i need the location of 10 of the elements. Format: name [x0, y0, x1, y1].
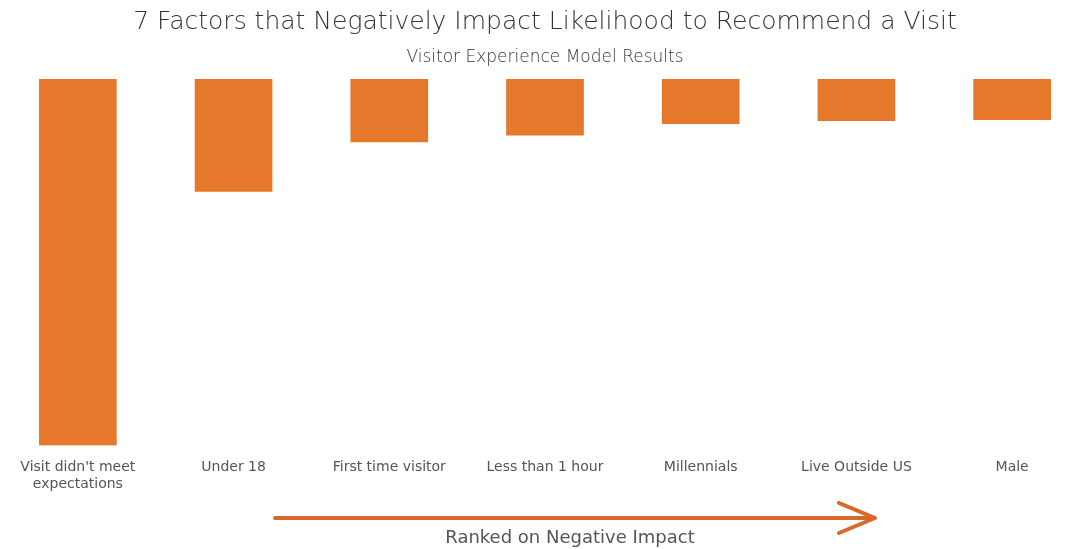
x-tick-label: Visit didn't meet expectations [20, 458, 136, 492]
x-tick-label: Male [995, 458, 1029, 475]
chart-subtitle: Visitor Experience Model Results [405, 46, 685, 66]
x-tick-label: Live Outside US [801, 458, 912, 475]
x-tick-label: First time visitor [332, 458, 447, 475]
x-tick-label: Less than 1 hour [486, 458, 604, 475]
chart-title: 7 Factors that Negatively Impact Likelihood to Recommend a Visit [132, 6, 958, 35]
x-tick-label: Under 18 [201, 458, 266, 475]
x-axis-title: Ranked on Negative Impact [444, 526, 696, 547]
x-tick-label: Millennials [663, 458, 738, 475]
